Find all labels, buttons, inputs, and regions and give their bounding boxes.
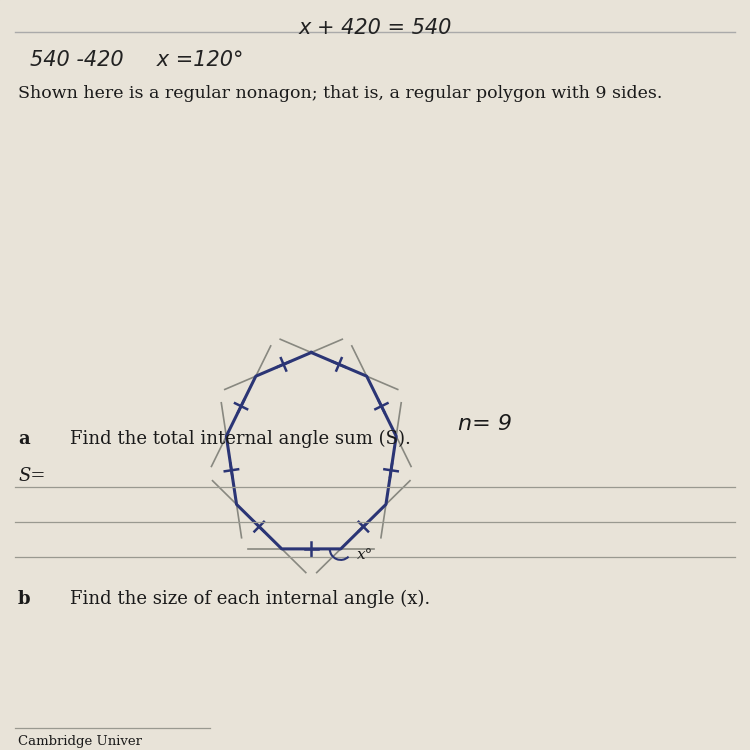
Text: Shown here is a regular nonagon; that is, a regular polygon with 9 sides.: Shown here is a regular nonagon; that is… (18, 85, 662, 102)
Text: Cambridge Univer: Cambridge Univer (18, 735, 142, 748)
Text: Find the size of each internal angle (x).: Find the size of each internal angle (x)… (70, 590, 430, 608)
Text: S=: S= (18, 467, 46, 485)
Text: x°: x° (357, 548, 373, 562)
Text: Find the total internal angle sum (S).: Find the total internal angle sum (S). (70, 430, 411, 448)
Text: 540 -420     x =120°: 540 -420 x =120° (30, 50, 244, 70)
Text: x + 420 = 540: x + 420 = 540 (298, 18, 452, 38)
Text: n= 9: n= 9 (458, 414, 512, 434)
Text: b: b (18, 590, 31, 608)
Text: a: a (18, 430, 30, 448)
